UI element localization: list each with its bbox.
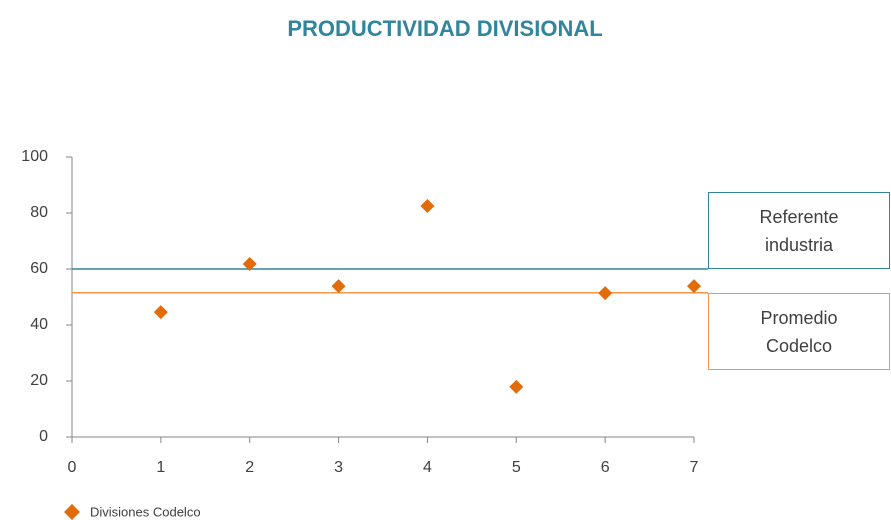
- legend-label: Divisiones Codelco: [90, 504, 201, 519]
- reference-label: Referente industria: [759, 206, 839, 255]
- x-tick-label: 7: [690, 459, 699, 476]
- point: [687, 279, 701, 294]
- point: [331, 279, 346, 294]
- y-tick-label: 40: [30, 316, 48, 333]
- point: [420, 199, 435, 213]
- x-tick-label: 6: [601, 459, 610, 476]
- y-tick-label: 20: [30, 372, 48, 389]
- y-tick-label: 60: [30, 260, 48, 277]
- legend-marker: [64, 504, 80, 520]
- point: [509, 379, 524, 394]
- chart-title: PRODUCTIVIDAD DIVISIONAL: [287, 16, 602, 41]
- y-tick-label: 80: [30, 204, 48, 221]
- reference-label-box: Referente industria: [708, 192, 890, 269]
- y-tick-label: 0: [39, 428, 48, 445]
- point: [598, 286, 613, 301]
- x-tick-label: 3: [334, 459, 343, 476]
- y-tick-label: 100: [21, 148, 48, 165]
- point: [153, 305, 168, 320]
- reference-label: Promedio Codelco: [760, 307, 838, 356]
- x-tick-label: 0: [68, 459, 77, 476]
- x-tick-label: 1: [156, 459, 165, 476]
- x-tick-label: 2: [245, 459, 254, 476]
- x-tick-label: 4: [423, 459, 432, 476]
- point: [242, 256, 257, 271]
- reference-label-box: Promedio Codelco: [708, 293, 890, 370]
- x-tick-label: 5: [512, 459, 521, 476]
